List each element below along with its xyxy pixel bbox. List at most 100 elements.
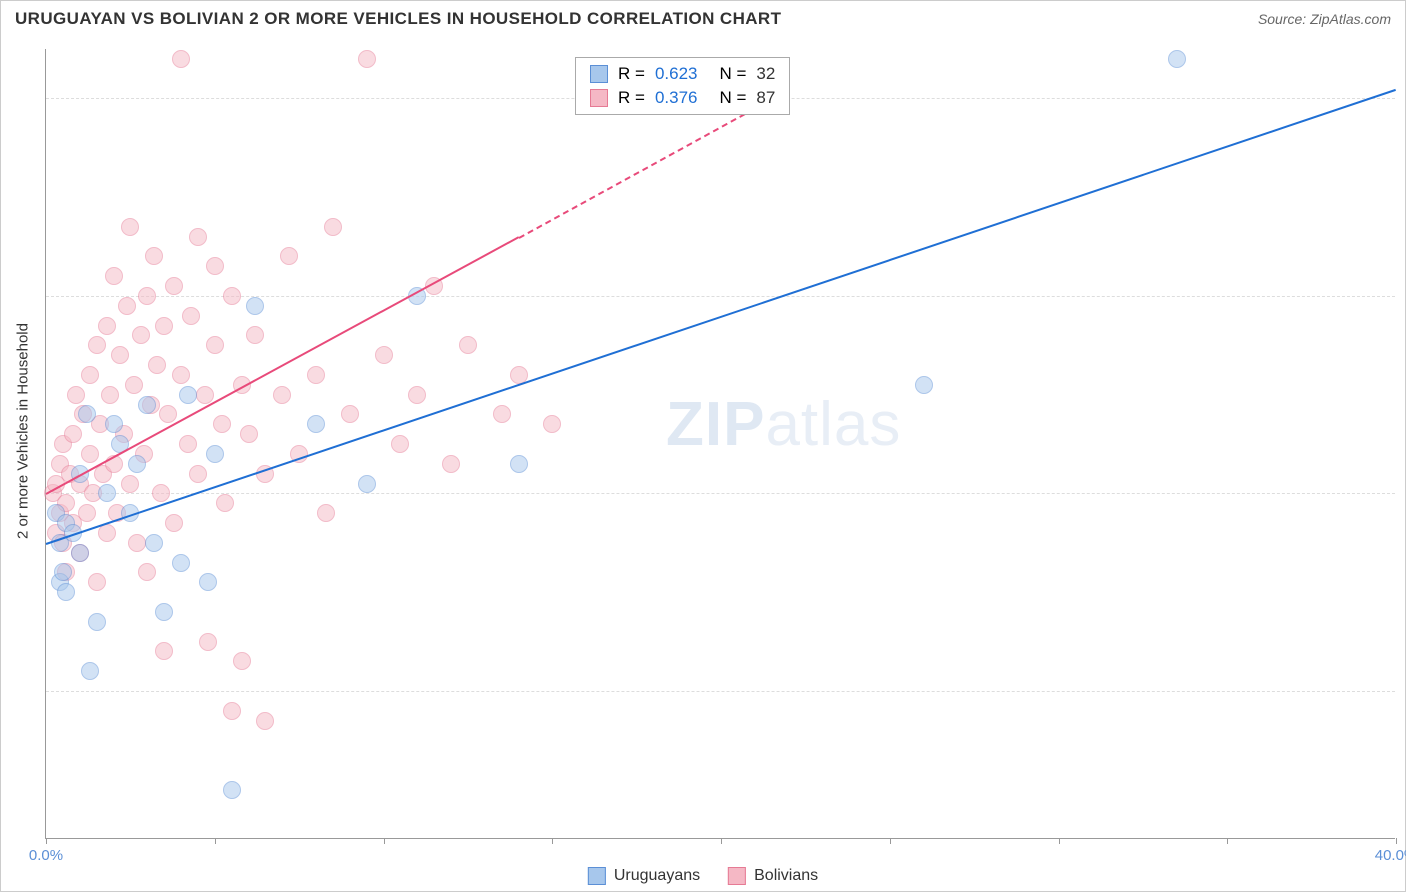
- x-tick: [46, 838, 47, 844]
- scatter-point-uruguayans: [88, 613, 106, 631]
- scatter-point-bolivians: [78, 504, 96, 522]
- scatter-point-bolivians: [118, 297, 136, 315]
- r-value: 0.376: [655, 88, 698, 108]
- trend-line: [46, 89, 1397, 545]
- scatter-point-bolivians: [358, 50, 376, 68]
- scatter-point-bolivians: [307, 366, 325, 384]
- x-tick: [1059, 838, 1060, 844]
- stats-row-uruguayans: R = 0.623 N = 32: [576, 62, 789, 86]
- scatter-point-uruguayans: [246, 297, 264, 315]
- scatter-point-bolivians: [152, 484, 170, 502]
- scatter-point-bolivians: [196, 386, 214, 404]
- scatter-point-bolivians: [172, 50, 190, 68]
- y-axis-label: 2 or more Vehicles in Household: [15, 323, 32, 539]
- scatter-point-bolivians: [81, 366, 99, 384]
- x-tick: [384, 838, 385, 844]
- scatter-point-uruguayans: [199, 573, 217, 591]
- scatter-point-uruguayans: [138, 396, 156, 414]
- scatter-point-bolivians: [233, 652, 251, 670]
- scatter-point-bolivians: [543, 415, 561, 433]
- scatter-point-uruguayans: [98, 484, 116, 502]
- x-tick-label: 40.0%: [1375, 847, 1406, 864]
- series-legend: Uruguayans Bolivians: [588, 867, 818, 885]
- correlation-chart: URUGUAYAN VS BOLIVIAN 2 OR MORE VEHICLES…: [0, 0, 1406, 892]
- title-bar: URUGUAYAN VS BOLIVIAN 2 OR MORE VEHICLES…: [1, 1, 1405, 35]
- scatter-point-bolivians: [101, 386, 119, 404]
- scatter-point-bolivians: [375, 346, 393, 364]
- scatter-point-bolivians: [155, 317, 173, 335]
- scatter-point-bolivians: [273, 386, 291, 404]
- x-tick: [1396, 838, 1397, 844]
- scatter-point-bolivians: [341, 405, 359, 423]
- scatter-point-uruguayans: [145, 534, 163, 552]
- scatter-point-bolivians: [459, 336, 477, 354]
- scatter-point-bolivians: [165, 514, 183, 532]
- correlation-stats-box: R =0.623N =32R =0.376N =87: [575, 57, 790, 115]
- scatter-point-bolivians: [189, 228, 207, 246]
- scatter-point-uruguayans: [510, 455, 528, 473]
- scatter-point-bolivians: [216, 494, 234, 512]
- gridline: [46, 691, 1395, 692]
- x-tick-label: 0.0%: [29, 847, 63, 864]
- scatter-point-bolivians: [199, 633, 217, 651]
- scatter-point-bolivians: [172, 366, 190, 384]
- scatter-point-bolivians: [88, 336, 106, 354]
- scatter-point-bolivians: [105, 267, 123, 285]
- scatter-point-bolivians: [111, 346, 129, 364]
- scatter-point-uruguayans: [71, 544, 89, 562]
- watermark-bold: ZIP: [666, 390, 765, 459]
- legend-label: Uruguayans: [614, 867, 700, 885]
- x-tick: [890, 838, 891, 844]
- r-label: R =: [618, 64, 645, 84]
- scatter-point-bolivians: [138, 287, 156, 305]
- n-label: N =: [719, 88, 746, 108]
- x-tick: [552, 838, 553, 844]
- scatter-point-uruguayans: [54, 563, 72, 581]
- scatter-point-uruguayans: [223, 781, 241, 799]
- scatter-point-bolivians: [64, 425, 82, 443]
- r-value: 0.623: [655, 64, 698, 84]
- legend-swatch: [588, 867, 606, 885]
- scatter-point-bolivians: [206, 257, 224, 275]
- n-value: 32: [756, 64, 775, 84]
- scatter-point-bolivians: [121, 218, 139, 236]
- scatter-point-bolivians: [213, 415, 231, 433]
- scatter-point-uruguayans: [358, 475, 376, 493]
- scatter-point-uruguayans: [105, 415, 123, 433]
- scatter-point-bolivians: [155, 642, 173, 660]
- scatter-point-bolivians: [148, 356, 166, 374]
- scatter-point-uruguayans: [307, 415, 325, 433]
- scatter-point-bolivians: [280, 247, 298, 265]
- scatter-point-bolivians: [121, 475, 139, 493]
- scatter-point-bolivians: [132, 326, 150, 344]
- watermark-rest: atlas: [765, 390, 901, 459]
- watermark: ZIPatlas: [666, 389, 901, 460]
- scatter-point-bolivians: [165, 277, 183, 295]
- scatter-point-uruguayans: [81, 662, 99, 680]
- source-label: Source: ZipAtlas.com: [1258, 11, 1391, 27]
- x-tick: [1227, 838, 1228, 844]
- plot-area: ZIPatlas 40.0%60.0%80.0%100.0%0.0%40.0%: [45, 49, 1395, 839]
- scatter-point-uruguayans: [57, 583, 75, 601]
- legend-item: Uruguayans: [588, 867, 700, 885]
- legend-swatch: [728, 867, 746, 885]
- r-label: R =: [618, 88, 645, 108]
- scatter-point-bolivians: [145, 247, 163, 265]
- scatter-point-bolivians: [159, 405, 177, 423]
- scatter-point-bolivians: [179, 435, 197, 453]
- scatter-point-bolivians: [189, 465, 207, 483]
- scatter-point-bolivians: [391, 435, 409, 453]
- scatter-point-uruguayans: [1168, 50, 1186, 68]
- scatter-point-bolivians: [240, 425, 258, 443]
- legend-item: Bolivians: [728, 867, 818, 885]
- scatter-point-bolivians: [246, 326, 264, 344]
- scatter-point-bolivians: [138, 563, 156, 581]
- chart-title: URUGUAYAN VS BOLIVIAN 2 OR MORE VEHICLES…: [15, 9, 781, 29]
- n-label: N =: [719, 64, 746, 84]
- scatter-point-bolivians: [223, 287, 241, 305]
- scatter-point-bolivians: [317, 504, 335, 522]
- swatch-uruguayans: [590, 65, 608, 83]
- scatter-point-uruguayans: [155, 603, 173, 621]
- gridline: [46, 296, 1395, 297]
- scatter-point-bolivians: [493, 405, 511, 423]
